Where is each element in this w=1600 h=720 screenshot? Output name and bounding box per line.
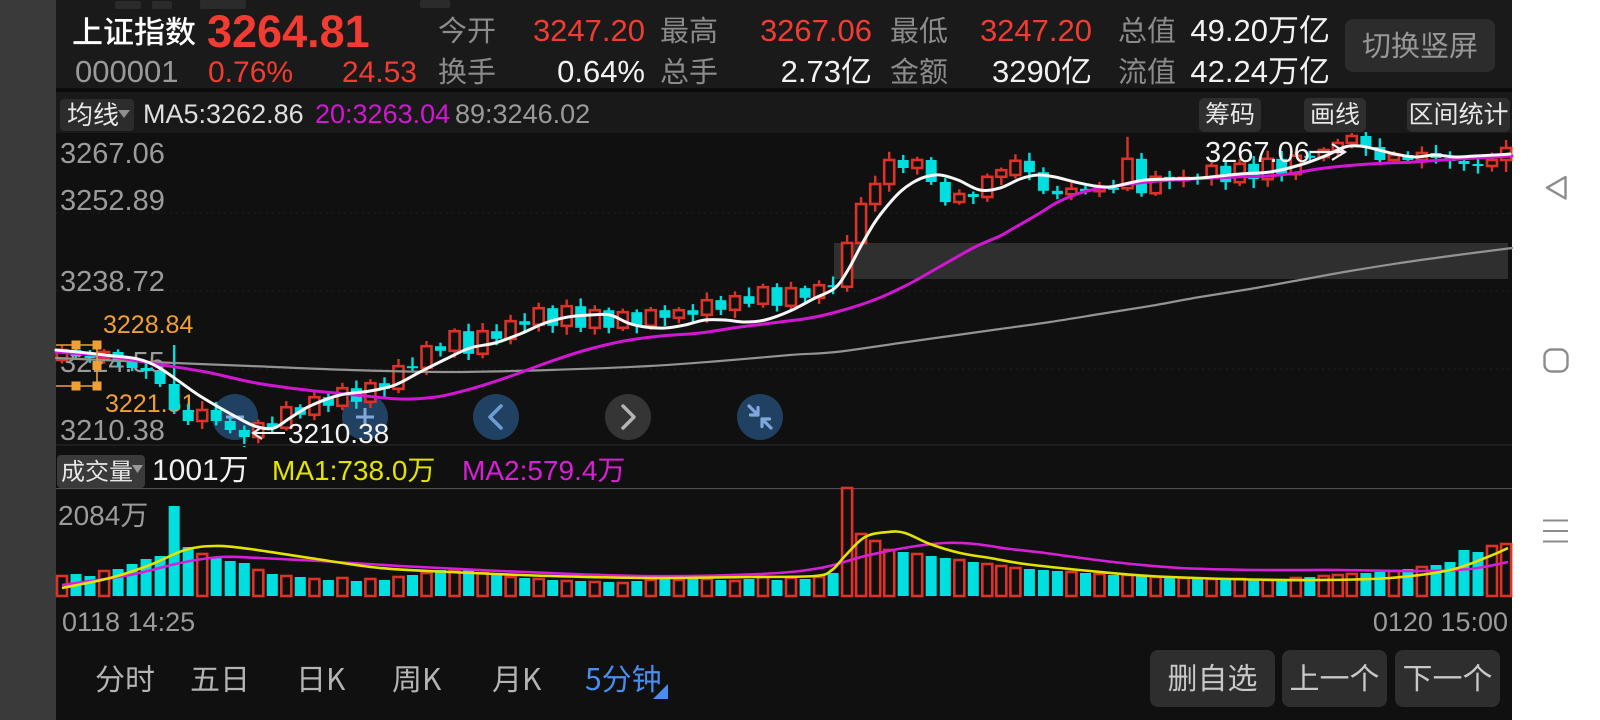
svg-text:3210.38: 3210.38 (60, 415, 165, 447)
svg-text:MA5:3262.86: MA5:3262.86 (143, 99, 304, 129)
svg-text:49.20: 49.20 (1190, 13, 1268, 48)
svg-text:3252.89: 3252.89 (60, 185, 165, 217)
svg-text:3228.84: 3228.84 (103, 311, 193, 339)
svg-text:3247.20: 3247.20 (980, 13, 1092, 48)
svg-text:3247.20: 3247.20 (533, 13, 645, 48)
svg-text:3210.38: 3210.38 (288, 418, 389, 449)
svg-text:3267.06: 3267.06 (60, 138, 165, 170)
svg-text:3264.81: 3264.81 (207, 6, 370, 57)
svg-text:24.53: 24.53 (342, 56, 417, 89)
svg-text:0120 15:00: 0120 15:00 (1373, 607, 1508, 637)
svg-text:42.24: 42.24 (1190, 54, 1268, 89)
svg-text:MA1:738.0: MA1:738.0 (272, 455, 407, 486)
svg-text:3238.72: 3238.72 (60, 266, 165, 298)
svg-text:3290: 3290 (992, 54, 1061, 89)
svg-text:89:3246.02: 89:3246.02 (455, 99, 590, 129)
svg-text:0.64%: 0.64% (557, 54, 645, 89)
svg-text:3221.51: 3221.51 (105, 390, 195, 418)
svg-text:3267.06: 3267.06 (760, 13, 872, 48)
svg-text:1001: 1001 (152, 454, 219, 487)
svg-text:0118 14:25: 0118 14:25 (62, 607, 195, 637)
svg-text:3267.06: 3267.06 (1205, 137, 1310, 169)
svg-text:0.76%: 0.76% (208, 56, 293, 89)
svg-text:2084: 2084 (58, 500, 120, 531)
svg-text:MA2:579.4: MA2:579.4 (462, 455, 597, 486)
svg-text:000001: 000001 (75, 54, 178, 89)
svg-text:20:3263.04: 20:3263.04 (315, 99, 450, 129)
svg-text:2.73: 2.73 (781, 54, 841, 89)
